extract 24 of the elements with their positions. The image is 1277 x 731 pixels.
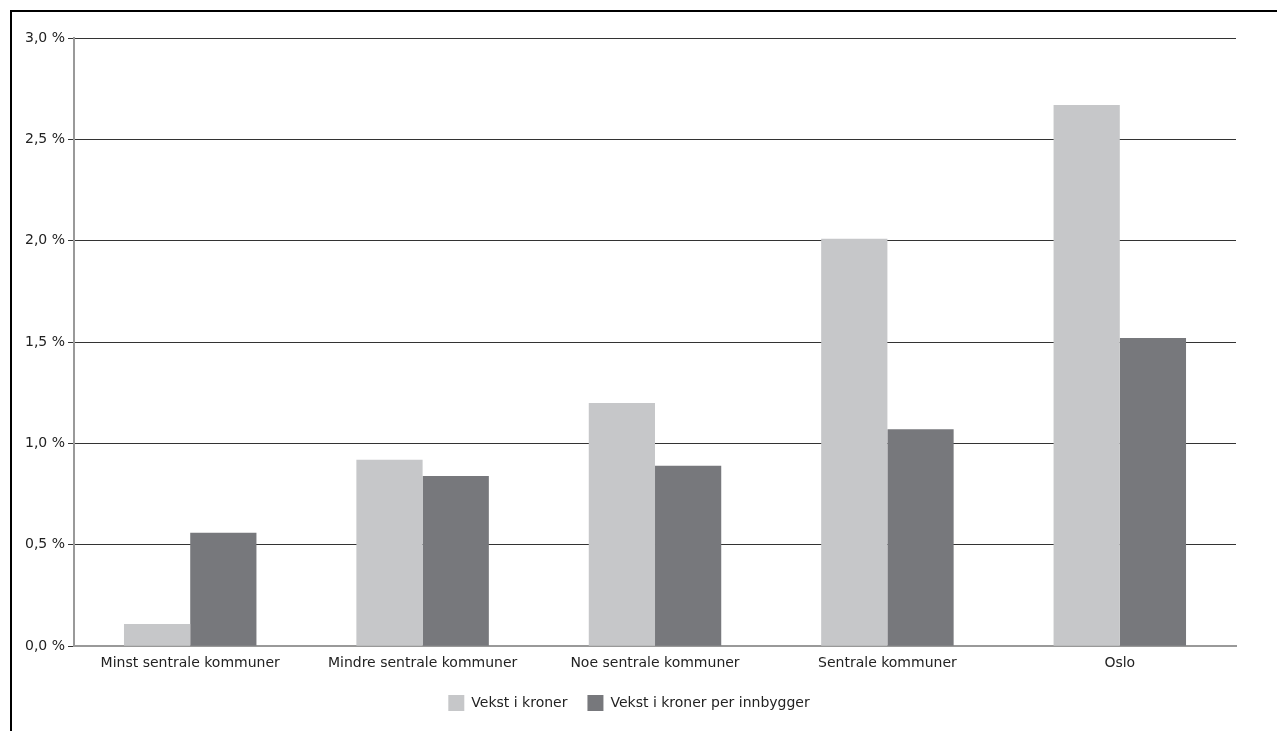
bar (588, 402, 656, 646)
y-tick-label: 2,0 % (24, 231, 66, 248)
x-tick-label: Sentrale kommuner (818, 654, 957, 671)
legend-label: Vekst i kroner (471, 693, 568, 710)
x-tick-label: Mindre sentrale kommuner (327, 654, 518, 671)
bar (655, 465, 722, 646)
y-tick-label: 3,0 % (24, 28, 66, 45)
y-tick-label: 1,5 % (24, 332, 66, 349)
x-tick-label: Noe sentrale kommuner (570, 654, 740, 671)
legend-label: Vekst i kroner per innbygger (610, 693, 810, 710)
y-tick-label: 2,5 % (24, 130, 66, 147)
bar (356, 459, 423, 646)
bar (123, 623, 191, 646)
bar (1053, 104, 1120, 646)
x-tick-label: Minst sentrale kommuner (100, 654, 281, 671)
bar (887, 429, 954, 646)
bar (422, 475, 489, 646)
y-tick-label: 1,0 % (24, 434, 66, 451)
y-tick-label: 0,0 % (24, 636, 66, 653)
y-tick-label: 0,5 % (24, 535, 66, 552)
x-tick-label: Oslo (1104, 654, 1136, 671)
bar (821, 238, 888, 646)
bar (190, 532, 257, 646)
bar (1119, 338, 1187, 646)
